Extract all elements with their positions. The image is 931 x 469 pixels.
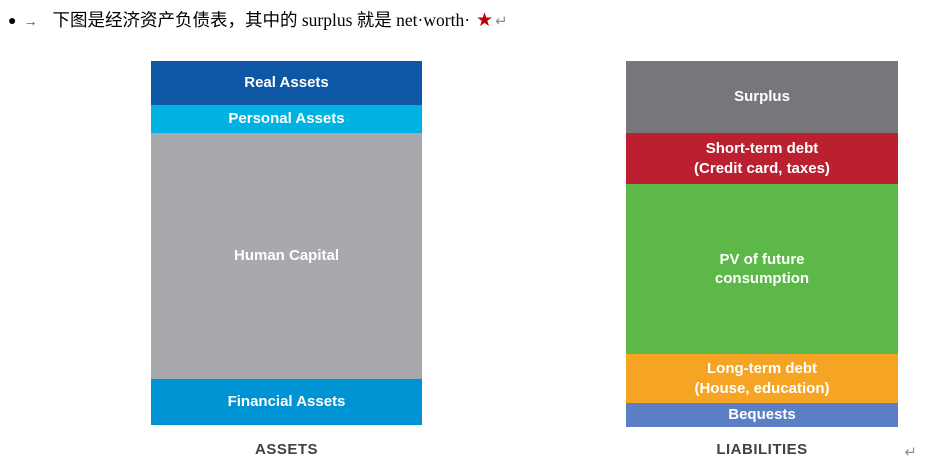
tab-arrow-mark: → — [23, 15, 38, 30]
segment-label: (House, education) — [694, 379, 830, 397]
segment-label: Real Assets — [244, 74, 329, 92]
segment-financial-assets: Financial Assets — [151, 379, 422, 425]
paragraph: ● → 下图是经济资产负债表，其中的 surplus 就是 net·worth· ★ ↵ — [8, 7, 918, 32]
bullet-mark: ● — [8, 14, 17, 29]
segment-label: Long-term debt — [707, 360, 817, 377]
segment-bequests: Bequests — [626, 403, 898, 427]
segment-label: Human Capital — [233, 247, 339, 265]
segment-real-assets: Real Assets — [151, 61, 422, 105]
segment-label: Financial Assets — [227, 393, 346, 411]
segment-label: Short-term debt — [705, 140, 819, 157]
segment-label: Personal Assets — [228, 110, 345, 128]
segment-label: PV of future — [719, 250, 805, 268]
liabilities-column-label: LIABILITIES — [716, 441, 808, 458]
segment-label: (Credit card, taxes) — [694, 159, 830, 177]
assets-stacked-column: Real Assets Personal Assets Human Capital F… — [151, 61, 422, 425]
star-icon: ★ — [476, 10, 494, 31]
assets-column-label: ASSETS — [254, 441, 318, 458]
return-mark-icon: ↵ — [904, 443, 917, 461]
liabilities-stacked-column: Surplus Short-term debt (Credit card, taxe… — [626, 61, 898, 427]
return-mark-icon: ↵ — [495, 12, 508, 30]
segment-short-term-debt: Short-term debt (Credit card, taxes) — [626, 133, 898, 184]
segment-label: consumption — [714, 270, 810, 287]
segment-label: Bequests — [728, 406, 796, 424]
segment-surplus: Surplus — [626, 61, 898, 133]
segment-label: Surplus — [734, 88, 790, 106]
segment-pv-of-future-consumption: PV of future consumption — [626, 184, 898, 354]
segment-long-term-debt: Long-term debt (House, education) — [626, 354, 898, 403]
paragraph-text: 下图是经济资产负债表，其中的 surplus 就是 net·worth· — [52, 10, 471, 30]
segment-personal-assets: Personal Assets — [151, 105, 422, 133]
segment-human-capital: Human Capital — [151, 133, 422, 379]
